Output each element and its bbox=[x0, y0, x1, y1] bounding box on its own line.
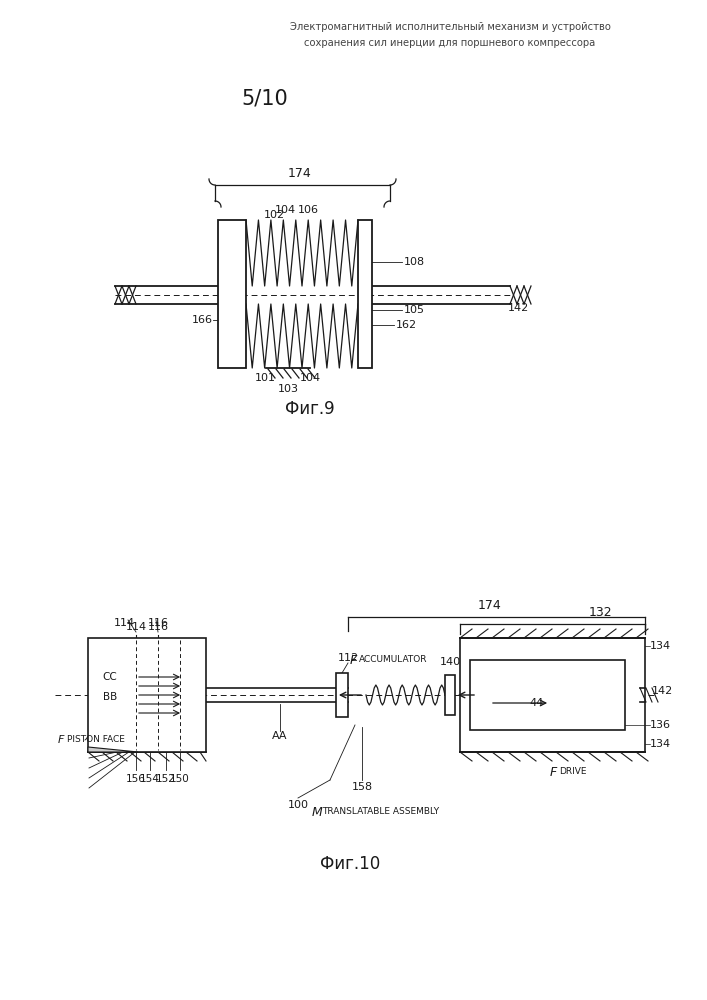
Text: 108: 108 bbox=[404, 257, 425, 267]
Bar bbox=[336, 673, 348, 717]
Text: 156: 156 bbox=[126, 774, 146, 784]
Text: ACCUMULATOR: ACCUMULATOR bbox=[359, 656, 428, 664]
Text: 104: 104 bbox=[300, 373, 321, 383]
Text: F: F bbox=[350, 654, 357, 666]
Text: F: F bbox=[550, 766, 557, 778]
Text: 44: 44 bbox=[530, 698, 544, 708]
Text: BB: BB bbox=[103, 692, 117, 702]
Text: AA: AA bbox=[272, 731, 288, 741]
Text: 134: 134 bbox=[650, 739, 671, 749]
Text: 116: 116 bbox=[148, 618, 168, 628]
Bar bbox=[88, 638, 206, 752]
Text: 174: 174 bbox=[478, 599, 502, 612]
Text: 162: 162 bbox=[396, 320, 417, 330]
Text: 112: 112 bbox=[337, 653, 358, 663]
Text: 100: 100 bbox=[288, 800, 308, 810]
Text: DRIVE: DRIVE bbox=[559, 768, 587, 776]
Text: 166: 166 bbox=[192, 315, 213, 325]
Text: F: F bbox=[58, 735, 64, 745]
Text: 114: 114 bbox=[125, 622, 146, 632]
Bar bbox=[218, 220, 246, 368]
Bar bbox=[470, 660, 625, 730]
Text: PISTON FACE: PISTON FACE bbox=[67, 736, 125, 744]
Text: 103: 103 bbox=[278, 384, 298, 394]
Text: 104: 104 bbox=[275, 205, 296, 215]
Bar bbox=[460, 638, 645, 752]
Text: Фиг.10: Фиг.10 bbox=[320, 855, 380, 873]
Text: 154: 154 bbox=[140, 774, 160, 784]
Text: 150: 150 bbox=[170, 774, 190, 784]
Text: 134: 134 bbox=[650, 641, 671, 651]
Text: TRANSLATABLE ASSEMBLY: TRANSLATABLE ASSEMBLY bbox=[322, 808, 439, 816]
Bar bbox=[358, 220, 372, 368]
Text: 174: 174 bbox=[288, 167, 312, 180]
Text: 136: 136 bbox=[650, 720, 671, 730]
Bar bbox=[445, 675, 455, 715]
Text: 106: 106 bbox=[298, 205, 319, 215]
Text: 132: 132 bbox=[588, 606, 612, 619]
Text: 158: 158 bbox=[351, 782, 373, 792]
Text: 142: 142 bbox=[508, 303, 530, 313]
Text: 105: 105 bbox=[404, 305, 425, 315]
Text: 102: 102 bbox=[264, 210, 285, 220]
Text: Электромагнитный исполнительный механизм и устройство: Электромагнитный исполнительный механизм… bbox=[290, 22, 610, 32]
Text: M: M bbox=[312, 806, 323, 818]
Text: 152: 152 bbox=[156, 774, 176, 784]
Text: Фиг.9: Фиг.9 bbox=[285, 400, 335, 418]
Text: сохранения сил инерции для поршневого компрессора: сохранения сил инерции для поршневого ко… bbox=[305, 38, 595, 48]
Text: 142: 142 bbox=[652, 686, 673, 696]
Text: 116: 116 bbox=[148, 622, 168, 632]
Polygon shape bbox=[88, 747, 138, 752]
Text: 101: 101 bbox=[255, 373, 276, 383]
Text: 140: 140 bbox=[440, 657, 460, 667]
Text: 5/10: 5/10 bbox=[242, 88, 288, 108]
Text: CC: CC bbox=[103, 672, 117, 682]
Text: 114: 114 bbox=[113, 618, 134, 628]
